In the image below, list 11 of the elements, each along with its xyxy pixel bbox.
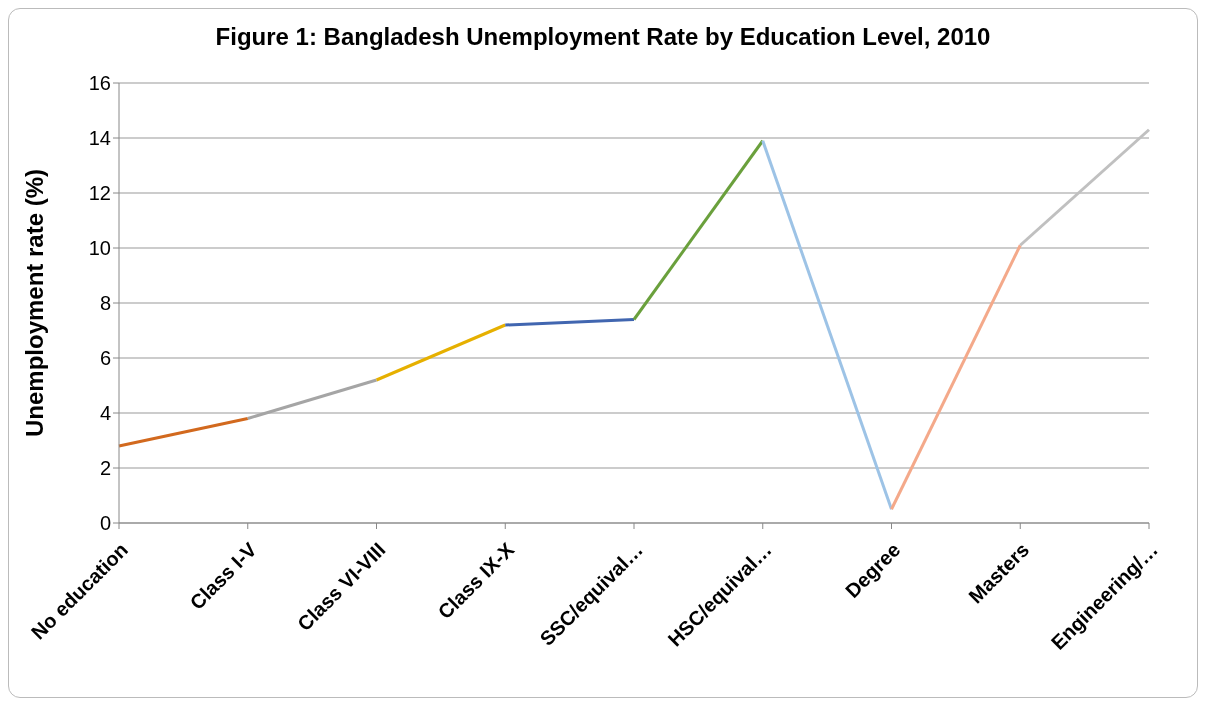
chart-title: Figure 1: Bangladesh Unemployment Rate by Education Level, 2010 bbox=[214, 22, 992, 52]
y-tick-label: 12 bbox=[88, 182, 111, 205]
y-tick-label: 8 bbox=[99, 292, 111, 315]
y-tick-label: 4 bbox=[99, 402, 111, 425]
y-tick-label: 14 bbox=[88, 127, 111, 150]
y-axis-title: Unemployment rate (%) bbox=[20, 168, 48, 438]
y-tick-label: 10 bbox=[88, 237, 111, 260]
y-tick-label: 6 bbox=[99, 347, 111, 370]
y-tick-label: 0 bbox=[99, 512, 111, 535]
y-tick-label: 2 bbox=[99, 457, 111, 480]
y-tick-label: 16 bbox=[88, 72, 111, 95]
